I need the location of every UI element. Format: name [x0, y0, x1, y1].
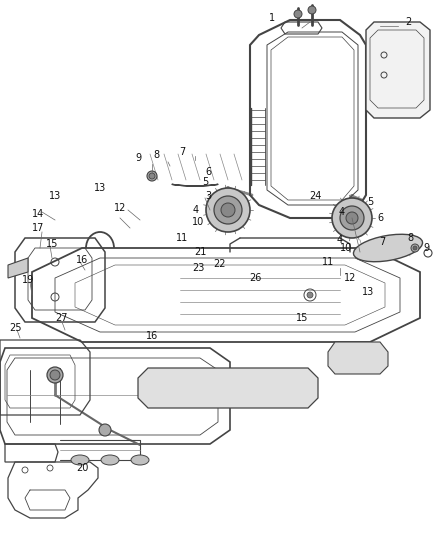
- Text: 12: 12: [114, 203, 126, 213]
- Text: 4: 4: [339, 207, 345, 217]
- Polygon shape: [366, 22, 430, 118]
- Text: 21: 21: [194, 247, 206, 257]
- Ellipse shape: [71, 455, 89, 465]
- Circle shape: [214, 196, 242, 224]
- Text: 26: 26: [249, 273, 261, 283]
- Text: 8: 8: [407, 233, 413, 243]
- Text: 17: 17: [32, 223, 44, 233]
- Text: 5: 5: [367, 197, 373, 207]
- Circle shape: [206, 188, 250, 232]
- Text: 9: 9: [135, 153, 141, 163]
- Polygon shape: [8, 258, 28, 278]
- Text: 12: 12: [344, 273, 356, 283]
- Circle shape: [294, 10, 302, 18]
- Text: 4: 4: [337, 235, 343, 245]
- Text: 27: 27: [56, 313, 68, 323]
- Circle shape: [99, 424, 111, 436]
- Text: 7: 7: [379, 237, 385, 247]
- Circle shape: [413, 246, 417, 250]
- Text: 11: 11: [322, 257, 334, 267]
- Circle shape: [307, 292, 313, 298]
- Text: 4: 4: [193, 205, 199, 215]
- Ellipse shape: [101, 455, 119, 465]
- Circle shape: [221, 203, 235, 217]
- Circle shape: [308, 6, 316, 14]
- Text: 20: 20: [76, 463, 88, 473]
- Text: 16: 16: [146, 331, 158, 341]
- Text: 10: 10: [192, 217, 204, 227]
- Circle shape: [346, 212, 358, 224]
- Text: 6: 6: [205, 167, 211, 177]
- Circle shape: [50, 370, 60, 380]
- Ellipse shape: [131, 455, 149, 465]
- Polygon shape: [138, 368, 318, 408]
- Ellipse shape: [353, 235, 423, 262]
- Circle shape: [411, 244, 419, 252]
- Text: 13: 13: [94, 183, 106, 193]
- Text: 6: 6: [377, 213, 383, 223]
- Text: 11: 11: [176, 233, 188, 243]
- Text: 24: 24: [309, 191, 321, 201]
- Text: 1: 1: [269, 13, 275, 23]
- Text: 5: 5: [202, 177, 208, 187]
- Text: 2: 2: [405, 17, 411, 27]
- Text: 22: 22: [214, 259, 226, 269]
- Circle shape: [332, 198, 372, 238]
- Circle shape: [147, 171, 157, 181]
- Text: 25: 25: [9, 323, 21, 333]
- Text: 19: 19: [22, 275, 34, 285]
- Text: 15: 15: [46, 239, 58, 249]
- Circle shape: [47, 367, 63, 383]
- Text: 9: 9: [423, 243, 429, 253]
- Text: 8: 8: [153, 150, 159, 160]
- Text: 7: 7: [179, 147, 185, 157]
- Circle shape: [149, 173, 155, 179]
- Text: 16: 16: [76, 255, 88, 265]
- Text: 13: 13: [49, 191, 61, 201]
- Circle shape: [340, 206, 364, 230]
- Text: 3: 3: [205, 191, 211, 201]
- Text: 15: 15: [296, 313, 308, 323]
- Text: 23: 23: [192, 263, 204, 273]
- Polygon shape: [328, 342, 388, 374]
- Text: 13: 13: [362, 287, 374, 297]
- Polygon shape: [172, 184, 218, 186]
- Text: 14: 14: [32, 209, 44, 219]
- Text: 10: 10: [340, 243, 352, 253]
